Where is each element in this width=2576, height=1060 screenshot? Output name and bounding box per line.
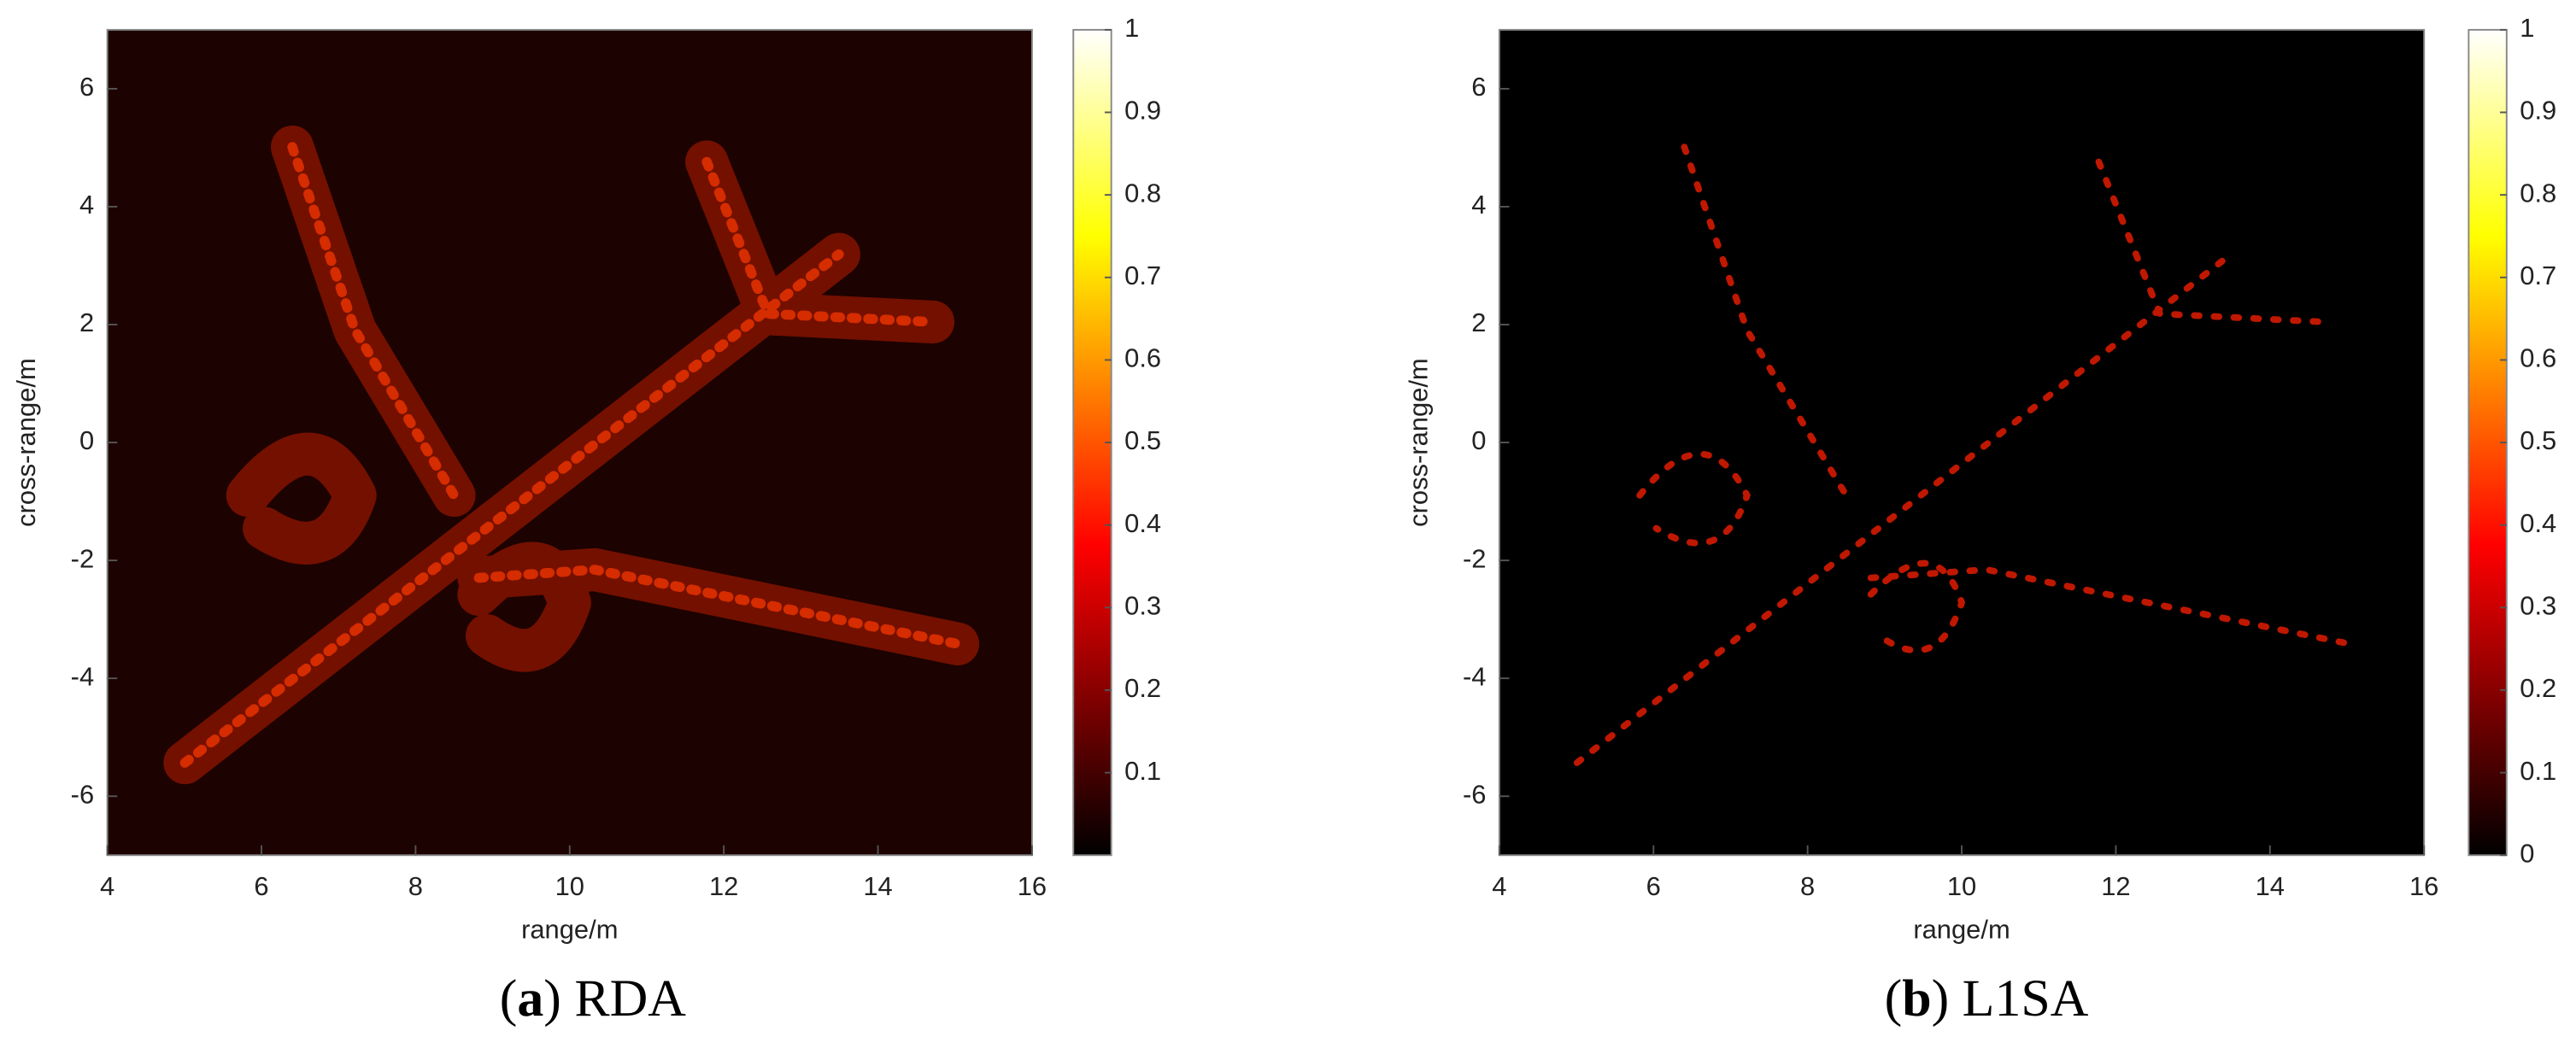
colorbar-tick-label: 0.9 (1124, 96, 1161, 126)
caption-paren: ) (1932, 969, 1963, 1028)
caption: (b) L1SA (1885, 969, 2089, 1028)
x-tick-label: 14 (863, 871, 892, 901)
x-tick-label: 8 (408, 871, 423, 901)
colorbar-tick-label: 0.2 (2520, 673, 2556, 703)
y-tick-label: 2 (79, 307, 94, 337)
colorbar-tick-label: 0.3 (1124, 591, 1161, 621)
y-tick-label: 4 (1471, 190, 1486, 220)
colorbar-tick-label: 0.7 (1124, 261, 1161, 290)
y-tick-label: -4 (1463, 661, 1486, 691)
colorbar-tick-label: 0.7 (2520, 261, 2556, 290)
image-b (1499, 29, 2425, 856)
colorbar-tick-label: 0.8 (1124, 178, 1161, 208)
colorbar-tick-label: 0.1 (2520, 756, 2556, 786)
x-axis-label: range/m (1913, 914, 2010, 944)
y-tick-label: 6 (79, 72, 94, 102)
caption-text: RDA (574, 969, 686, 1028)
y-tick-label: -6 (71, 779, 94, 809)
x-tick-label: 14 (2256, 871, 2285, 901)
colorbar-tick-label: 0.6 (1124, 343, 1161, 373)
x-axis-label: range/m (521, 914, 618, 944)
colorbar-tick-label: 0.5 (1124, 425, 1161, 455)
x-tick-label: 16 (1018, 871, 1047, 901)
caption-label: b (1902, 969, 1931, 1028)
y-axis-label: cross-range/m (1403, 358, 1433, 527)
y-axis-label: cross-range/m (11, 358, 41, 527)
x-tick-label: 12 (709, 871, 738, 901)
colorbar-tick-label: 0.2 (1124, 673, 1161, 703)
colorbar-tick-label: 0.1 (1124, 756, 1161, 786)
y-tick-label: 6 (1471, 72, 1486, 102)
colorbar-tick-label: 0.9 (2520, 96, 2556, 126)
colorbar-tick-label: 0.6 (2520, 343, 2556, 373)
y-tick-label: -4 (71, 661, 94, 691)
colorbar-tick-label: 0.8 (2520, 178, 2556, 208)
x-tick-label: 4 (1492, 871, 1506, 901)
colorbar-tick-label: 1 (2520, 13, 2534, 43)
x-tick-label: 4 (100, 871, 114, 901)
colorbar-tick-label: 0.4 (1124, 508, 1161, 538)
x-tick-label: 16 (2409, 871, 2438, 901)
caption: (a) RDA (500, 969, 686, 1028)
image-a (107, 29, 1032, 856)
x-tick-label: 6 (254, 871, 268, 901)
caption-paren: ( (500, 969, 518, 1028)
caption-paren: ) (543, 969, 574, 1028)
y-tick-label: 2 (1471, 307, 1486, 337)
y-tick-label: 0 (79, 425, 94, 455)
colorbar-tick-label: 0 (2520, 838, 2534, 868)
y-tick-label: -2 (71, 543, 94, 573)
colorbar-tick-label: 0.3 (2520, 591, 2556, 621)
colorbar-tick-label: 1 (1124, 13, 1139, 43)
colorbar-tick-label: 0.5 (2520, 425, 2556, 455)
caption-paren: ( (1885, 969, 1903, 1028)
x-tick-label: 6 (1646, 871, 1661, 901)
y-tick-label: 4 (79, 190, 94, 220)
y-tick-label: -2 (1463, 543, 1486, 573)
caption-label: a (517, 969, 543, 1028)
y-tick-label: 0 (1471, 425, 1486, 455)
x-tick-label: 10 (555, 871, 584, 901)
x-tick-label: 12 (2101, 871, 2130, 901)
colorbar-tick-label: 0.4 (2520, 508, 2556, 538)
x-tick-label: 10 (1947, 871, 1976, 901)
y-tick-label: -6 (1463, 779, 1486, 809)
x-tick-label: 8 (1800, 871, 1815, 901)
caption-text: L1SA (1963, 969, 2089, 1028)
